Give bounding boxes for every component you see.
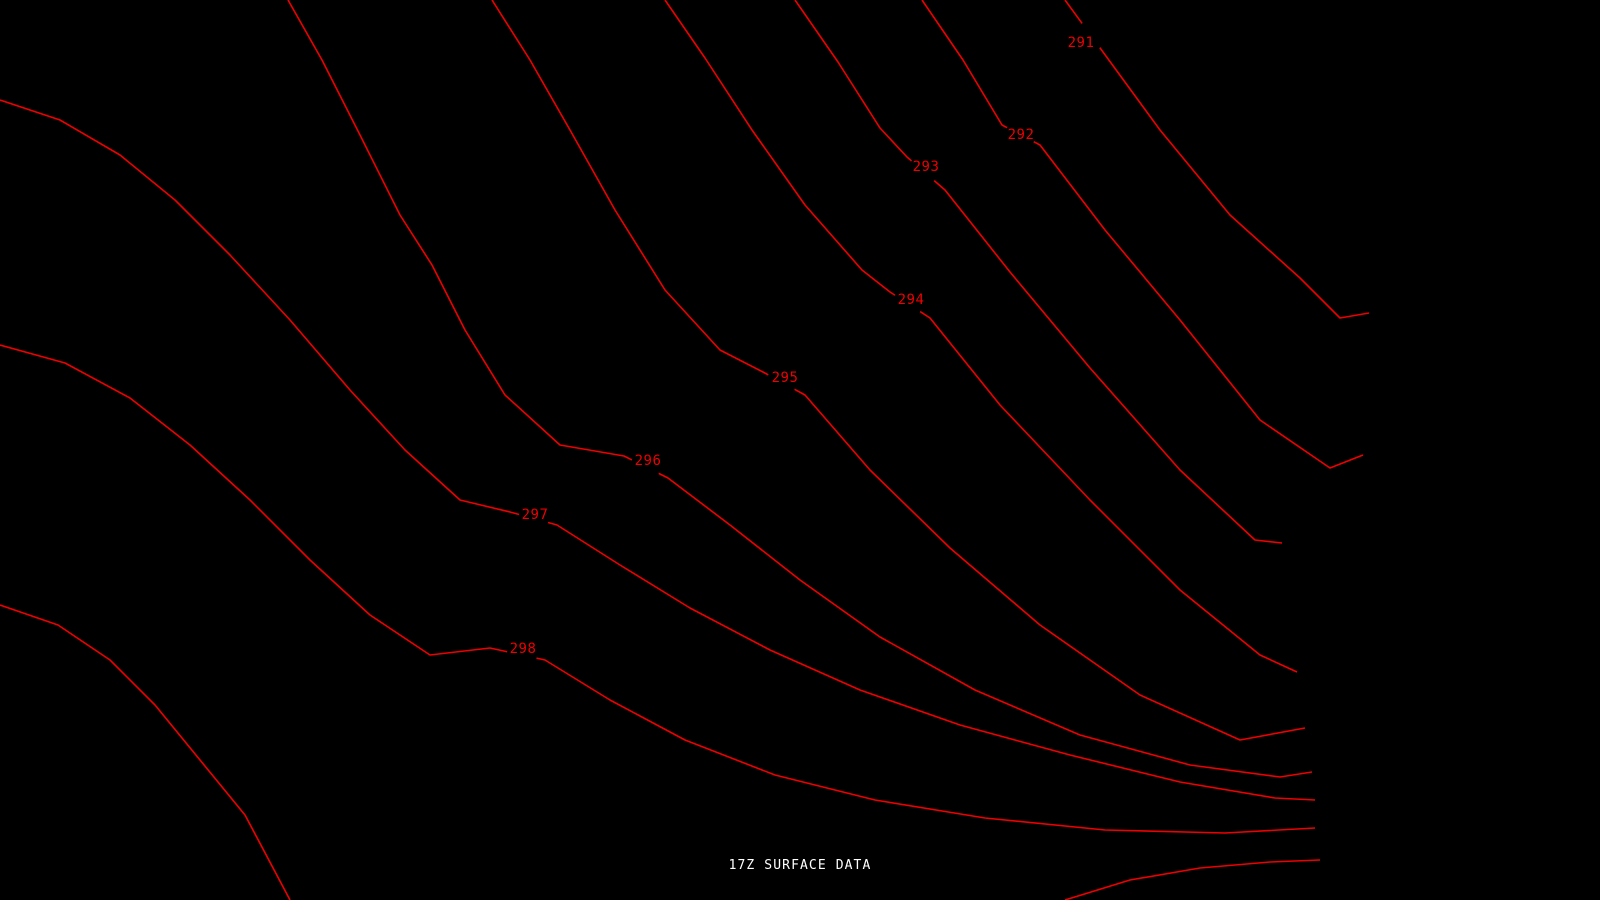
contour-label: 293 [913, 159, 940, 175]
contour-line [1064, 0, 1370, 319]
contour-line [0, 344, 1316, 834]
contour-line [664, 0, 1298, 673]
contour-line [287, 0, 1313, 778]
contour-label: 294 [898, 292, 925, 308]
contour-line [0, 604, 291, 900]
contour-label: 296 [635, 453, 662, 469]
contour-label: 291 [1068, 35, 1095, 51]
contour-line [491, 0, 1306, 741]
contour-label: 292 [1008, 127, 1035, 143]
caption-label: 17Z SURFACE DATA [728, 858, 872, 873]
contour-label: 297 [522, 507, 549, 523]
contour-line [1064, 859, 1321, 900]
contour-line [921, 0, 1364, 469]
contour-label: 298 [510, 641, 537, 657]
contour-line [0, 99, 1316, 801]
contour-label: 295 [772, 370, 799, 386]
contour-line [794, 0, 1283, 544]
